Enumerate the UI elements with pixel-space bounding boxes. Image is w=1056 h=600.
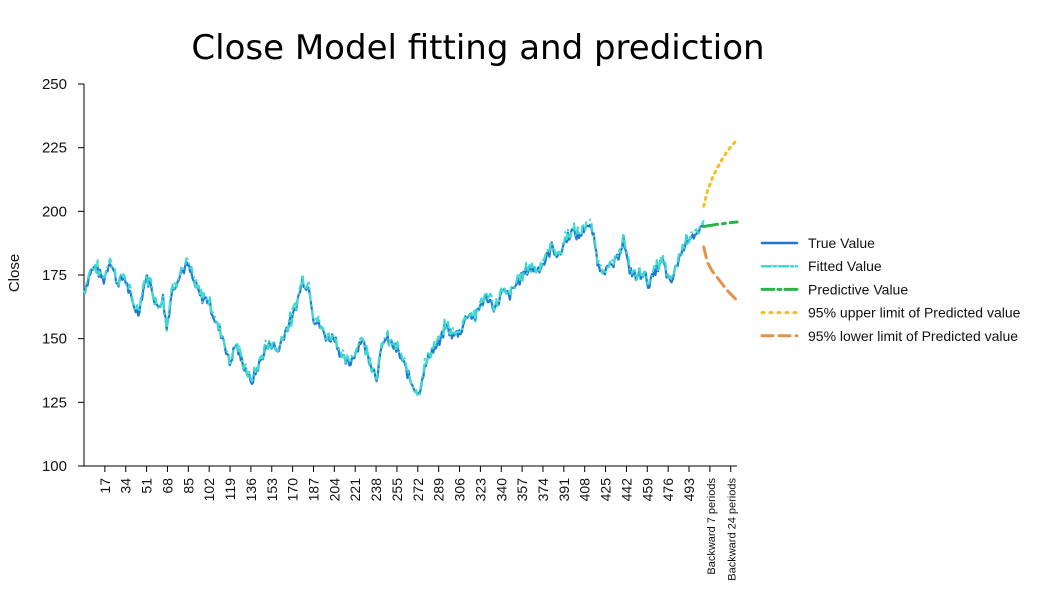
series-line-fitted-value bbox=[83, 218, 705, 397]
x-tick-label: 187 bbox=[305, 478, 321, 502]
legend-label: 95% upper limit of Predicted value bbox=[808, 305, 1021, 321]
x-tick-label: 119 bbox=[222, 478, 238, 501]
y-tick-label: 175 bbox=[42, 267, 67, 284]
x-tick-label: 85 bbox=[180, 478, 196, 494]
y-tick-label: 150 bbox=[42, 331, 67, 348]
x-tick-label: 323 bbox=[472, 478, 488, 502]
x-tick-label: 289 bbox=[431, 478, 447, 502]
x-tick-label: Backward 7 periods bbox=[706, 478, 718, 575]
x-tick-label: 255 bbox=[389, 478, 405, 502]
x-tick-label: 306 bbox=[452, 478, 468, 502]
series-line-predictive-value bbox=[702, 220, 739, 229]
x-tick-label: 357 bbox=[514, 478, 530, 502]
x-tick-label: 374 bbox=[535, 478, 551, 502]
legend-label: Fitted Value bbox=[808, 258, 882, 274]
x-tick-label: 272 bbox=[410, 478, 426, 502]
x-tick-label: 425 bbox=[598, 478, 614, 502]
x-tick-label: 204 bbox=[326, 478, 342, 502]
legend-label: Predictive Value bbox=[808, 281, 908, 297]
x-tick-label: 170 bbox=[285, 478, 301, 502]
y-tick-label: 250 bbox=[42, 76, 67, 93]
chart-title: Close Model fitting and prediction bbox=[191, 28, 764, 68]
y-tick-label: 225 bbox=[42, 140, 67, 157]
series-line-upper-limit bbox=[702, 138, 739, 208]
x-tick-label: 34 bbox=[118, 478, 134, 494]
x-tick-label: 51 bbox=[139, 478, 155, 494]
x-tick-label: 102 bbox=[201, 478, 217, 502]
series-line-true-value bbox=[84, 223, 705, 395]
x-tick-label: 476 bbox=[660, 478, 676, 502]
plot-area: 100 125 150 175 200 225 250 17 34 51 68 85 102 119 136… bbox=[42, 76, 739, 581]
x-tick-label: 238 bbox=[368, 478, 384, 502]
legend-label: True Value bbox=[808, 235, 875, 251]
x-tick-label: 459 bbox=[639, 478, 655, 502]
y-tick-label: 125 bbox=[42, 394, 67, 411]
x-tick-label: Backward 24 periods bbox=[727, 478, 739, 581]
y-axis-label: Close bbox=[6, 254, 23, 292]
x-tick-label: 136 bbox=[243, 478, 259, 502]
x-tick-label: 391 bbox=[556, 478, 572, 502]
x-tick-label: 340 bbox=[493, 478, 509, 502]
y-tick-label: 200 bbox=[42, 203, 67, 220]
legend: True Value Fitted Value Predictive Value 95… bbox=[760, 235, 1021, 344]
x-tick-label: 408 bbox=[577, 478, 593, 502]
x-tick-label: 68 bbox=[159, 478, 175, 494]
x-tick-label: 153 bbox=[264, 478, 280, 502]
x-tick-label: 493 bbox=[681, 478, 697, 502]
x-tick-label: 221 bbox=[347, 478, 363, 502]
y-tick-label: 100 bbox=[42, 458, 67, 475]
legend-label: 95% lower limit of Predicted value bbox=[808, 328, 1018, 344]
x-tick-label: 17 bbox=[97, 478, 113, 494]
series-line-lower-limit bbox=[702, 245, 739, 302]
x-tick-label: 442 bbox=[618, 478, 634, 502]
